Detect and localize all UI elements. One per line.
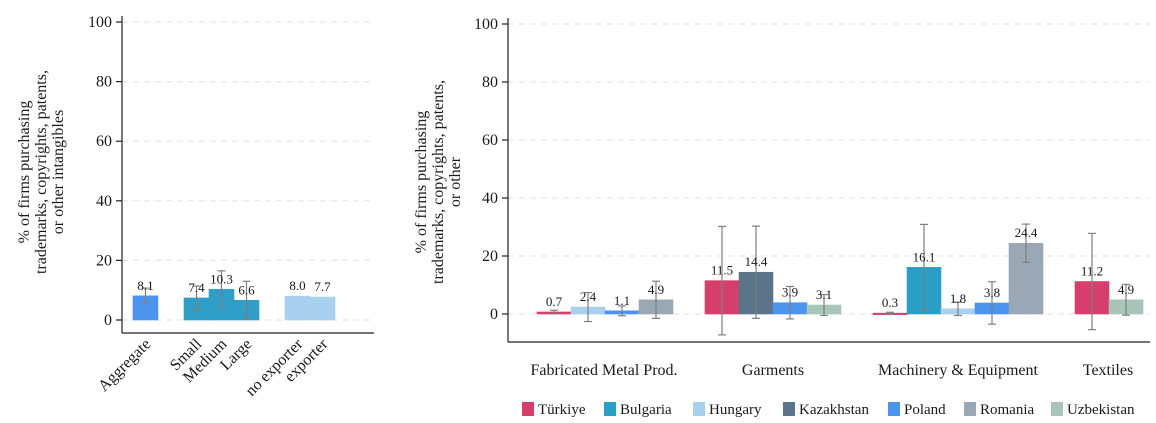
right-data-label: 1.8 — [950, 291, 966, 306]
left-y-axis-title-line: trademarks, copyrights, patents, — [33, 70, 50, 274]
legend-swatch — [522, 402, 534, 416]
legend-label: Poland — [904, 402, 946, 418]
right-y-axis-title-line: % of firms purchasing — [413, 111, 430, 254]
right-data-label: 4.9 — [1118, 282, 1134, 297]
left-bar — [309, 296, 336, 321]
right-axes: 0 20 40 60 80 100 Fabricated Metal Prod. Garmen… — [474, 16, 1150, 379]
legend-label: Uzbekistan — [1067, 402, 1135, 418]
right-data-label: 11.2 — [1081, 264, 1103, 279]
legend: Türkiye Bulgaria Hungary Kazakhstan Poland Ro… — [522, 402, 1135, 418]
right-data-label: 11.5 — [711, 263, 733, 278]
legend-swatch — [783, 402, 795, 416]
right-gridlines — [508, 23, 1150, 315]
left-bar — [284, 295, 311, 321]
right-data-label: 3.8 — [984, 285, 1000, 300]
legend-label: Romania — [980, 402, 1034, 418]
right-y-tick-label: 100 — [474, 16, 498, 33]
right-y-tick-label: 40 — [482, 190, 498, 207]
right-y-tick-label: 80 — [482, 74, 498, 91]
left-y-tick-label: 60 — [96, 133, 112, 150]
right-data-label: 24.4 — [1015, 225, 1038, 240]
left-y-tick-label: 0 — [104, 312, 112, 329]
legend-swatch — [693, 402, 705, 416]
right-y-tick-label: 60 — [482, 132, 498, 149]
right-x-category-label: Garments — [742, 362, 804, 379]
right-y-tick-label: 20 — [482, 248, 498, 265]
left-bars — [132, 289, 336, 321]
left-data-label: 7.4 — [188, 280, 205, 295]
left-y-tick-label: 80 — [96, 74, 112, 91]
left-data-labels: 8.1 7.4 10.3 6.6 8.0 7.7 — [137, 271, 331, 297]
right-data-label: 0.7 — [546, 294, 563, 309]
left-y-axis-title-line: or other intangibles — [50, 110, 67, 234]
right-chart: 0 20 40 60 80 100 Fabricated Metal Prod. Garmen… — [413, 16, 1150, 418]
right-data-label: 16.1 — [913, 249, 936, 264]
left-data-label: 7.7 — [314, 279, 331, 294]
left-data-label: 8.1 — [137, 278, 153, 293]
right-data-label: 1.1 — [614, 293, 630, 308]
right-x-category-label: Textiles — [1083, 362, 1133, 379]
right-y-axis-title: % of firms purchasingtrademarks, copyrig… — [413, 80, 464, 284]
left-y-tick-label: 40 — [96, 193, 112, 210]
right-data-label: 4.9 — [648, 282, 664, 297]
left-y-axis-title: % of firms purchasingtrademarks, copyrig… — [16, 70, 67, 274]
right-data-label: 3.1 — [816, 287, 832, 302]
left-data-label: 8.0 — [289, 278, 305, 293]
legend-swatch — [1051, 402, 1063, 416]
right-data-label: 0.3 — [882, 295, 898, 310]
legend-label: Hungary — [709, 402, 762, 418]
legend-label: Türkiye — [538, 402, 586, 418]
right-y-tick-label: 0 — [490, 306, 498, 323]
right-data-labels: 0.7 2.4 1.1 4.9 11.5 14.4 3.9 3.1 0.3 16.1 1.8 3.8 2… — [546, 225, 1134, 310]
legend-swatch — [888, 402, 900, 416]
right-data-label: 2.4 — [580, 289, 597, 304]
left-y-axis-title-line: % of firms purchasing — [16, 101, 33, 244]
left-y-tick-label: 20 — [96, 252, 112, 269]
legend-label: Kazakhstan — [799, 402, 869, 418]
left-y-tick-label: 100 — [88, 14, 112, 31]
left-data-label: 10.3 — [210, 271, 233, 286]
right-data-label: 14.4 — [745, 254, 768, 269]
legend-label: Bulgaria — [620, 402, 672, 418]
left-error-bars — [141, 270, 251, 321]
right-data-label: 3.9 — [782, 285, 798, 300]
right-x-category-label: Machinery & Equipment — [878, 362, 1039, 379]
right-y-axis-title-line: or other — [447, 156, 464, 207]
left-gridlines — [122, 21, 374, 321]
legend-swatch — [604, 402, 616, 416]
right-error-bars — [550, 223, 1130, 336]
left-x-category-label: Aggregate — [95, 336, 154, 395]
right-x-category-label: Fabricated Metal Prod. — [530, 362, 677, 379]
legend-swatch — [964, 402, 976, 416]
right-y-axis-title-line: trademarks, copyrights, patents, — [430, 80, 447, 284]
left-data-label: 6.6 — [238, 282, 255, 297]
